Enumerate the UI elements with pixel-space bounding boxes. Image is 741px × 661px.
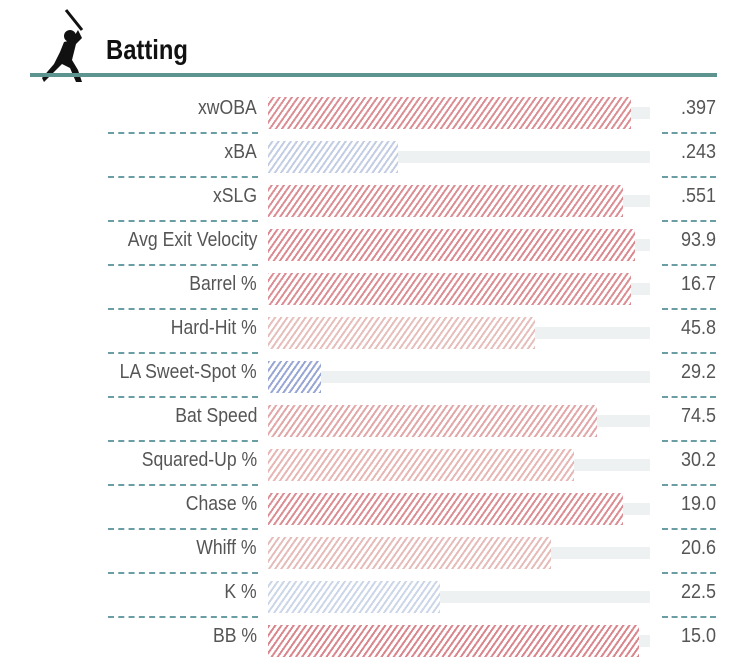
value-divider [662, 352, 716, 354]
label-divider [108, 220, 258, 222]
metric-row: Avg Exit Velocity 93.9 [0, 221, 741, 266]
metric-value: 30.2 [680, 449, 716, 471]
metric-row: K % 22.5 [0, 573, 741, 618]
value-divider [662, 264, 716, 266]
metric-value: 19.0 [680, 493, 716, 515]
metric-value: 45.8 [680, 317, 716, 339]
percentile-bar[interactable] [268, 361, 322, 393]
metric-row: Squared-Up % 30.2 [0, 441, 741, 486]
value-divider [662, 528, 716, 530]
label-divider [108, 616, 258, 618]
metric-row: BB % 15.0 [0, 617, 741, 661]
percentile-bar[interactable] [268, 493, 624, 525]
section-header: Batting [0, 0, 741, 82]
metric-row: xSLG .551 [0, 177, 741, 222]
label-divider [108, 484, 258, 486]
label-divider [108, 176, 258, 178]
metric-row: Hard-Hit % 45.8 [0, 309, 741, 354]
value-divider [662, 616, 716, 618]
metric-label: Bat Speed [174, 405, 257, 427]
value-divider [662, 308, 716, 310]
metric-value: 29.2 [680, 361, 716, 383]
percentile-bar[interactable] [268, 185, 624, 217]
metric-label: Whiff % [196, 537, 257, 559]
metric-row: Whiff % 20.6 [0, 529, 741, 574]
percentile-bar[interactable] [268, 273, 631, 305]
metric-label: BB % [212, 625, 257, 647]
percentile-bar[interactable] [268, 141, 398, 173]
metric-label: Chase % [185, 493, 257, 515]
label-divider [108, 308, 258, 310]
value-divider [662, 440, 716, 442]
value-divider [662, 176, 716, 178]
value-divider [662, 220, 716, 222]
label-divider [108, 440, 258, 442]
metric-label: xSLG [212, 185, 257, 207]
metric-row: Chase % 19.0 [0, 485, 741, 530]
label-divider [108, 396, 258, 398]
label-divider [108, 352, 258, 354]
batter-silhouette-icon [42, 9, 84, 82]
percentile-bar[interactable] [268, 317, 536, 349]
metric-row: LA Sweet-Spot % 29.2 [0, 353, 741, 398]
metric-value: .243 [680, 141, 716, 163]
metric-label: Hard-Hit % [170, 317, 257, 339]
metric-label: Squared-Up % [141, 449, 257, 471]
metric-value: 15.0 [680, 625, 716, 647]
metric-label: xwOBA [198, 97, 257, 119]
label-divider [108, 264, 258, 266]
percentile-bar[interactable] [268, 405, 597, 437]
percentile-bar[interactable] [268, 581, 440, 613]
percentile-bar[interactable] [268, 449, 574, 481]
metric-value: 22.5 [680, 581, 716, 603]
label-divider [108, 572, 258, 574]
metric-row: Bat Speed 74.5 [0, 397, 741, 442]
label-divider [108, 132, 258, 134]
metric-label: Barrel % [189, 273, 257, 295]
header-divider [30, 73, 717, 77]
metric-label: xBA [224, 141, 257, 163]
metric-value: .551 [680, 185, 716, 207]
value-divider [662, 132, 716, 134]
page-title: Batting [106, 34, 188, 65]
metric-value: 16.7 [680, 273, 716, 295]
metric-label: Avg Exit Velocity [127, 229, 257, 251]
label-divider [108, 528, 258, 530]
percentile-bar[interactable] [268, 97, 631, 129]
metric-value: 74.5 [680, 405, 716, 427]
percentile-bar[interactable] [268, 625, 639, 657]
metric-row: Barrel % 16.7 [0, 265, 741, 310]
percentile-track [268, 371, 650, 383]
metric-row: xBA .243 [0, 133, 741, 178]
metric-value: 93.9 [680, 229, 716, 251]
metric-label: K % [224, 581, 257, 603]
value-divider [662, 484, 716, 486]
value-divider [662, 572, 716, 574]
metric-row: xwOBA .397 [0, 89, 741, 134]
metric-label: LA Sweet-Spot % [120, 361, 257, 383]
metric-value: 20.6 [680, 537, 716, 559]
percentile-bar[interactable] [268, 229, 635, 261]
metric-value: .397 [680, 97, 716, 119]
value-divider [662, 396, 716, 398]
percentile-bar[interactable] [268, 537, 551, 569]
